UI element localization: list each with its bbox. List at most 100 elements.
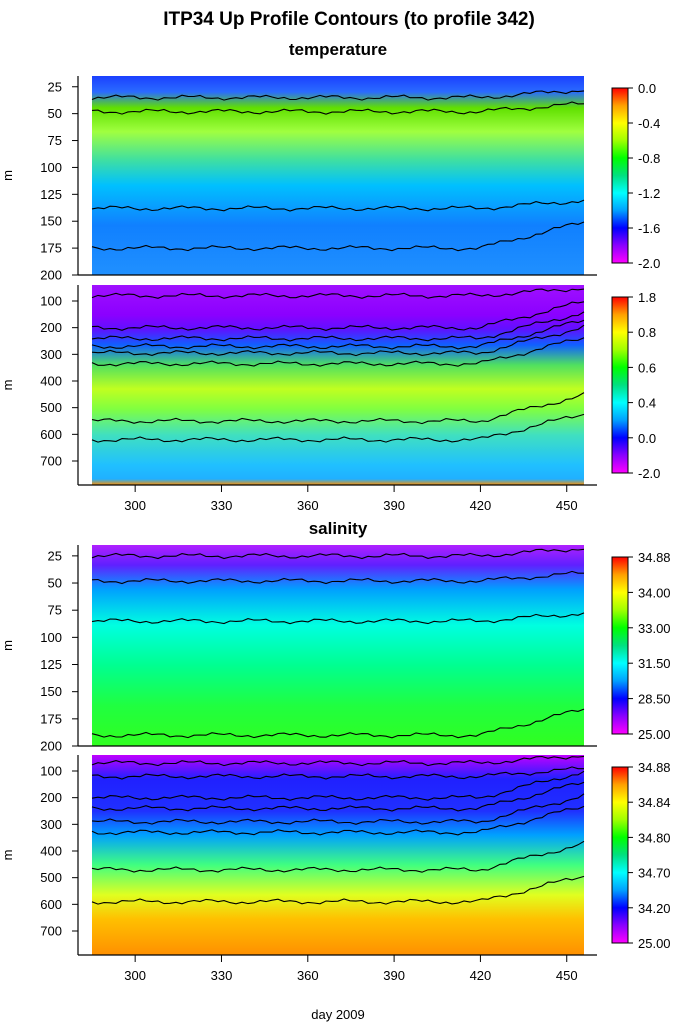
temperature-full-colorbar-label: 0.0 — [638, 431, 656, 446]
temperature-upper-colorbar-label: -1.6 — [638, 221, 660, 236]
panel-temperature-upper: 25 50 75 100 125 150 175 200 m 0.0 -0.4 -0.8 -1.2 -1.… — [0, 76, 660, 283]
temperature-upper-contour — [91, 199, 585, 212]
salinity-full-ytick-label: 700 — [40, 924, 62, 939]
temperature-upper-ytick-label: 200 — [40, 268, 62, 283]
temperature-upper-y-axis-label: m — [0, 170, 15, 181]
salinity-full-heatmap — [92, 755, 584, 955]
temperature-full-ytick-label: 100 — [40, 294, 62, 309]
temperature-upper-ytick-label: 50 — [48, 106, 62, 121]
panel-salinity-full: 100 200 300 400 500 600 700 m 34.88 34.84 34.80 34.… — [0, 755, 671, 983]
temperature-full-colorbar-label: -2.0 — [638, 466, 660, 481]
salinity-full-colorbar-label: 34.70 — [638, 866, 671, 881]
salinity-full-ytick-label: 100 — [40, 764, 62, 779]
salinity-upper-colorbar — [611, 556, 629, 735]
temperature-upper-heatmap — [92, 76, 584, 275]
temperature-full-colorbar-label: 1.8 — [638, 290, 656, 305]
temperature-full-xtick-label: 450 — [556, 498, 578, 513]
salinity-full-xtick-label: 300 — [124, 968, 146, 983]
temperature-upper-colorbar — [611, 87, 629, 264]
salinity-upper-ytick-label: 100 — [40, 630, 62, 645]
salinity-upper-ytick-label: 150 — [40, 684, 62, 699]
salinity-upper-contour — [91, 548, 585, 560]
salinity-section-label: salinity — [309, 519, 368, 538]
temperature-full-y-axis-label: m — [0, 380, 15, 391]
salinity-full-xtick-label: 420 — [470, 968, 492, 983]
temperature-full-contour — [91, 311, 585, 342]
temperature-full-contour — [91, 301, 585, 331]
temperature-full-colorbar-label: 0.4 — [638, 396, 656, 411]
salinity-full-ytick-label: 600 — [40, 897, 62, 912]
temperature-full-contour — [91, 319, 585, 350]
salinity-upper-ytick-label: 75 — [48, 603, 62, 618]
temperature-upper-ytick-label: 150 — [40, 214, 62, 229]
temperature-upper-colorbar-label: -2.0 — [638, 256, 660, 271]
temperature-full-ytick-label: 400 — [40, 374, 62, 389]
salinity-upper-contour — [91, 708, 585, 739]
temperature-full-heatmap — [92, 285, 584, 485]
temperature-full-ytick-label: 500 — [40, 400, 62, 415]
temperature-full-xtick-label: 330 — [211, 498, 233, 513]
temperature-upper-colorbar-label: -0.4 — [638, 116, 660, 131]
salinity-full-xtick-label: 360 — [297, 968, 319, 983]
salinity-upper-colorbar-label: 33.00 — [638, 621, 671, 636]
salinity-full-xtick-label: 450 — [556, 968, 578, 983]
temperature-full-contour — [91, 413, 585, 443]
temperature-full-ytick-label: 700 — [40, 454, 62, 469]
salinity-full-ytick-label: 200 — [40, 790, 62, 805]
temperature-full-contour — [91, 337, 585, 367]
temperature-full-colorbar-label: 0.8 — [638, 325, 656, 340]
salinity-upper-contour — [91, 570, 584, 585]
salinity-full-ytick-label: 300 — [40, 817, 62, 832]
salinity-upper-ytick-label: 25 — [48, 548, 62, 563]
salinity-upper-ytick-label: 200 — [40, 739, 62, 754]
temperature-upper-ytick-label: 175 — [40, 241, 62, 256]
x-axis-label: day 2009 — [311, 1007, 365, 1022]
salinity-upper-colorbar-label: 34.00 — [638, 585, 671, 600]
salinity-full-colorbar-label: 34.88 — [638, 760, 671, 775]
salinity-upper-colorbar-label: 34.88 — [638, 550, 671, 565]
temperature-full-xtick-label: 300 — [124, 498, 146, 513]
salinity-upper-ytick-label: 50 — [48, 576, 62, 591]
salinity-full-contour — [91, 770, 585, 801]
salinity-upper-colorbar-label: 28.50 — [638, 692, 671, 707]
panel-salinity-upper: 25 50 75 100 125 150 175 200 m 34.88 34.00 33.00 31.… — [0, 545, 671, 754]
salinity-full-colorbar-label: 34.20 — [638, 901, 671, 916]
temperature-full-ytick-label: 200 — [40, 320, 62, 335]
temperature-full-xtick-label: 360 — [297, 498, 319, 513]
salinity-full-contour — [91, 840, 585, 873]
temperature-upper-colorbar-label: 0.0 — [638, 81, 656, 96]
temperature-full-colorbar — [611, 296, 629, 474]
salinity-full-ytick-label: 500 — [40, 870, 62, 885]
temperature-full-ytick-label: 300 — [40, 347, 62, 362]
temperature-upper-contour — [91, 221, 585, 252]
temperature-section-label: temperature — [289, 40, 387, 59]
salinity-full-contour — [91, 755, 585, 767]
salinity-full-xtick-label: 330 — [211, 968, 233, 983]
salinity-upper-y-axis-label: m — [0, 640, 15, 651]
temperature-full-xtick-label: 390 — [383, 498, 405, 513]
temperature-full-ytick-label: 600 — [40, 427, 62, 442]
temperature-upper-contour — [91, 90, 585, 101]
salinity-full-colorbar-label: 34.80 — [638, 830, 671, 845]
temperature-full-contour — [91, 324, 585, 357]
temperature-full-contour — [91, 392, 585, 425]
temperature-upper-ytick-label: 25 — [48, 79, 62, 94]
temperature-upper-ytick-label: 75 — [48, 133, 62, 148]
salinity-upper-contour — [91, 612, 585, 625]
salinity-full-contour — [91, 793, 585, 825]
salinity-full-colorbar-label: 34.84 — [638, 795, 671, 810]
salinity-upper-heatmap — [92, 545, 584, 746]
temperature-upper-ytick-label: 100 — [40, 160, 62, 175]
salinity-upper-ytick-label: 125 — [40, 657, 62, 672]
salinity-full-contour — [91, 781, 585, 812]
temperature-full-xtick-label: 420 — [470, 498, 492, 513]
salinity-upper-ytick-label: 175 — [40, 711, 62, 726]
salinity-upper-colorbar-label: 31.50 — [638, 656, 671, 671]
temperature-upper-colorbar-label: -0.8 — [638, 151, 660, 166]
salinity-full-colorbar-label: 25.00 — [638, 936, 671, 951]
salinity-upper-colorbar-label: 25.00 — [638, 727, 671, 742]
salinity-full-contour — [91, 875, 585, 905]
temperature-upper-ytick-label: 125 — [40, 187, 62, 202]
temperature-full-contour — [91, 288, 585, 299]
